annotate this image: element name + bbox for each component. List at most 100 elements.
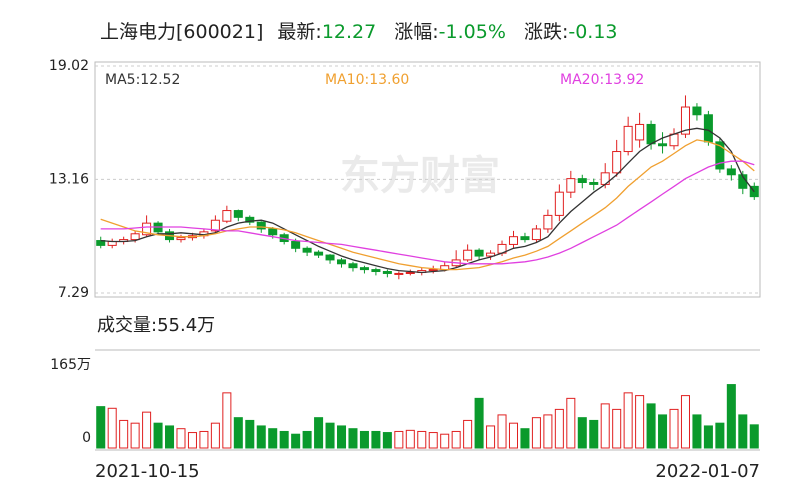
volume-bar [600, 403, 610, 449]
candle-body [531, 228, 541, 241]
volume-bar [451, 430, 461, 449]
volume-bar [382, 432, 392, 449]
header: 上海电力[600021] 最新:12.27 涨幅:-1.05% 涨跌:-0.13 [100, 21, 618, 43]
volume-bar [394, 430, 404, 449]
volume-bar [119, 419, 129, 449]
y-tick-label: 0 [82, 430, 91, 446]
field-value: -1.05% [439, 21, 506, 43]
candle-body [692, 106, 702, 116]
volume-bar [153, 422, 163, 449]
candle-body [268, 228, 278, 236]
ma-line [100, 139, 755, 271]
volume-bar [566, 397, 576, 449]
volume-bar [474, 397, 484, 449]
candle-body [669, 133, 679, 147]
volume-bar [233, 417, 243, 449]
ma-line [100, 160, 755, 265]
volume-bar [428, 432, 438, 449]
volume-bar [291, 433, 301, 449]
candle-body [463, 249, 473, 261]
volume-bar [210, 422, 220, 449]
volume-bar [726, 384, 736, 449]
candle-body [233, 210, 243, 218]
ma-line [100, 127, 755, 274]
legend-entry: MA10:13.60 [325, 72, 409, 88]
volume-bar [463, 419, 473, 449]
candle-body [245, 216, 255, 223]
candle-body [635, 123, 645, 141]
watermark: 东方财富 [340, 153, 500, 199]
x-tick-label: 2022-01-07 [655, 461, 760, 482]
volume-bar [497, 414, 507, 449]
volume-bar [314, 417, 324, 449]
volume-bar [165, 425, 175, 449]
volume-bar [669, 408, 679, 449]
volume-bar [646, 403, 656, 449]
candle-body [222, 210, 232, 222]
candle-body [336, 259, 347, 265]
candle-body [623, 125, 633, 153]
volume-bar [417, 430, 427, 449]
volume-bar [531, 417, 541, 449]
candle-body [142, 222, 152, 236]
candle-body [703, 114, 713, 143]
volume-bar [96, 406, 106, 449]
volume-bar [359, 430, 369, 449]
candle-body [543, 214, 553, 230]
volume-bar [520, 428, 530, 449]
volume-title: 成交量:55.4万 [97, 315, 215, 336]
volume-bar [577, 417, 587, 449]
candle-body [256, 221, 266, 230]
volume-bar [508, 422, 519, 449]
volume-bar [703, 425, 713, 449]
volume-bar [692, 414, 702, 449]
candle-body [508, 236, 519, 245]
candle-body [291, 241, 301, 249]
candle-body [680, 106, 690, 135]
candle-body [486, 252, 496, 257]
volume-bar [256, 425, 266, 449]
candle-body [371, 269, 381, 273]
volume-bar [142, 411, 152, 449]
candle-body [474, 249, 484, 257]
candle-body [394, 272, 404, 275]
volume-bar [635, 395, 645, 449]
volume-bar [715, 422, 725, 449]
volume-bar [187, 432, 197, 449]
candle-body [566, 178, 576, 193]
field-label: 涨幅: [394, 21, 438, 43]
volume-bar [245, 419, 255, 449]
field-value: -0.13 [568, 21, 617, 43]
candle-body [325, 254, 335, 261]
volume-bar [268, 428, 278, 449]
volume-bar [348, 428, 358, 449]
candle-body [715, 141, 725, 170]
candle-body [612, 151, 622, 174]
candle-body [405, 271, 415, 274]
volume-bar [440, 433, 450, 449]
volume-bar [325, 422, 335, 449]
candle-body [589, 181, 599, 185]
candle-body [726, 168, 736, 176]
y-tick-label: 19.02 [49, 58, 89, 74]
volume-bar [199, 430, 209, 449]
candle-body [359, 267, 369, 271]
candle-body [302, 247, 312, 253]
volume-bar [107, 407, 117, 449]
volume-bar [554, 408, 564, 449]
candle-body [130, 233, 140, 241]
y-tick-label: 7.29 [58, 285, 89, 301]
volume-bar [176, 428, 186, 449]
volume-bar [680, 395, 690, 449]
volume-bar [405, 429, 415, 449]
candle-body [382, 271, 392, 274]
candle-body [520, 236, 530, 241]
volume-bar [749, 424, 759, 449]
volume-bar [222, 392, 232, 449]
candle-body [554, 191, 564, 216]
stock-title: 上海电力[600021] [100, 21, 263, 43]
candle-body [428, 269, 438, 272]
volume-bar [543, 414, 553, 449]
legend-entry: MA20:13.92 [560, 72, 644, 88]
volume-bar [279, 430, 289, 449]
